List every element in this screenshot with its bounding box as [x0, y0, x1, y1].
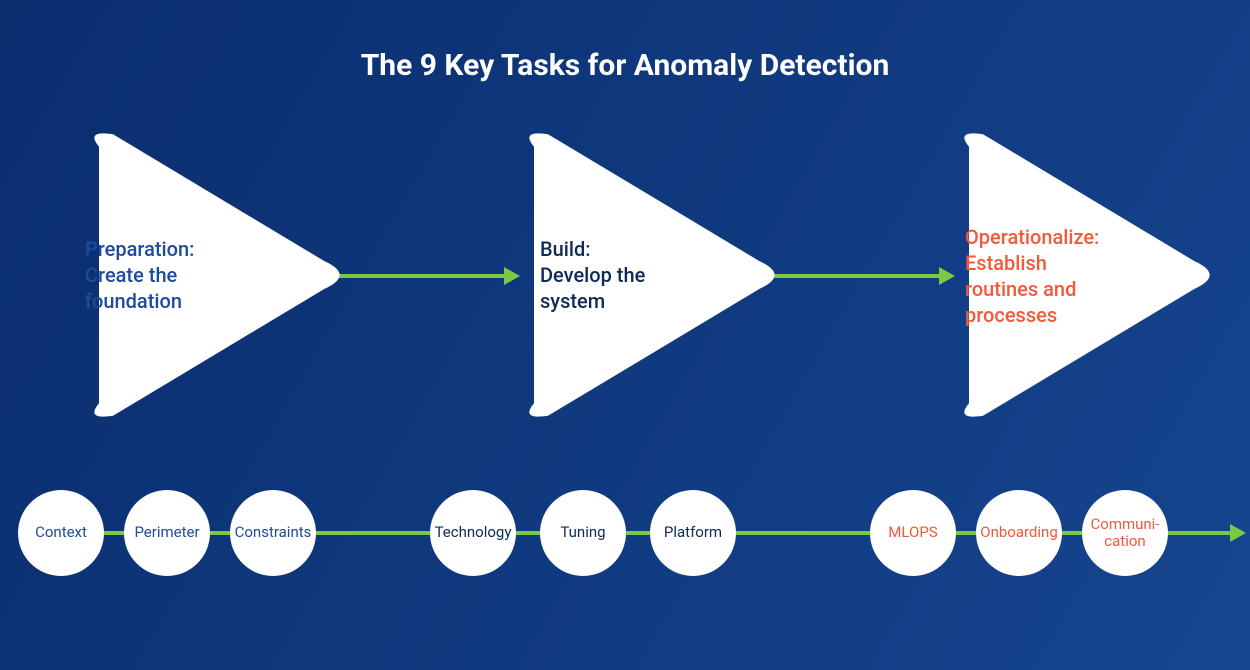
task-circle-5: Tuning: [540, 490, 626, 576]
phase-oper-label: Operationalize: Establish routines and p…: [965, 224, 1099, 328]
timeline-arrowhead-icon: [1230, 524, 1246, 542]
diagram-title: The 9 Key Tasks for Anomaly Detection: [0, 48, 1250, 83]
task-circle-3: Constraints: [230, 490, 316, 576]
task-circle-1: Context: [18, 490, 104, 576]
task-circle-4: Technology: [430, 490, 516, 576]
task-circle-9: Communi- cation: [1082, 490, 1168, 576]
task-circle-2: Perimeter: [124, 490, 210, 576]
task-circle-8: Onboarding: [976, 490, 1062, 576]
phase-prep-label: Preparation: Create the foundation: [85, 236, 194, 314]
arrowhead-icon: [939, 267, 955, 285]
task-circle-6: Platform: [650, 490, 736, 576]
phase-build-label: Build: Develop the system: [540, 236, 645, 314]
arrowhead-icon: [504, 267, 520, 285]
task-circle-7: MLOPS: [870, 490, 956, 576]
